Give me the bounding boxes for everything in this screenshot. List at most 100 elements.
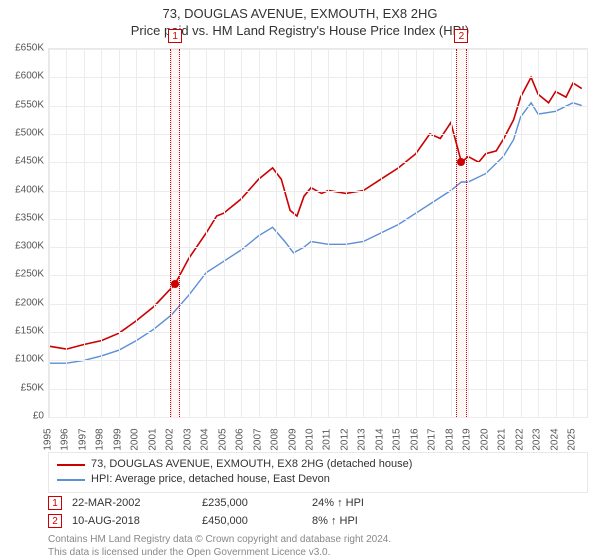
x-axis-tick: 1997 — [77, 428, 88, 450]
gridline-v — [154, 49, 155, 417]
gridline-h — [49, 191, 587, 192]
x-axis-tick: 2008 — [270, 428, 281, 450]
sale-marker-band — [456, 49, 466, 417]
footer-line1: Contains HM Land Registry data © Crown c… — [48, 534, 588, 547]
sale-row-price: £450,000 — [202, 515, 312, 527]
legend-swatch-hpi — [57, 479, 85, 481]
gridline-v — [433, 49, 434, 417]
x-axis-tick: 2015 — [392, 428, 403, 450]
legend-row-hpi: HPI: Average price, detached house, East… — [57, 472, 579, 487]
gridline-h — [49, 417, 587, 418]
footer-line2: This data is licensed under the Open Gov… — [48, 547, 588, 560]
legend-row-property: 73, DOUGLAS AVENUE, EXMOUTH, EX8 2HG (de… — [57, 457, 579, 472]
y-axis-tick: £650K — [15, 43, 44, 54]
gridline-v — [503, 49, 504, 417]
footer-attribution: Contains HM Land Registry data © Crown c… — [48, 534, 588, 559]
y-axis-tick: £600K — [15, 71, 44, 82]
legend-label-property: 73, DOUGLAS AVENUE, EXMOUTH, EX8 2HG (de… — [91, 457, 412, 472]
gridline-v — [294, 49, 295, 417]
x-axis-tick: 2009 — [287, 428, 298, 450]
gridline-v — [416, 49, 417, 417]
y-axis-tick: £400K — [15, 184, 44, 195]
gridline-v — [119, 49, 120, 417]
gridline-h — [49, 106, 587, 107]
x-axis-tick: 2022 — [514, 428, 525, 450]
x-axis-tick: 2019 — [462, 428, 473, 450]
gridline-v — [573, 49, 574, 417]
x-axis-tick: 2020 — [479, 428, 490, 450]
x-axis-tick: 1995 — [43, 428, 54, 450]
sale-marker-band — [170, 49, 180, 417]
sale-row-date: 10-AUG-2018 — [72, 515, 202, 527]
y-axis-tick: £450K — [15, 156, 44, 167]
legend-label-hpi: HPI: Average price, detached house, East… — [91, 472, 330, 487]
x-axis-tick: 1996 — [60, 428, 71, 450]
x-axis-tick: 1998 — [95, 428, 106, 450]
gridline-h — [49, 247, 587, 248]
y-axis-tick: £150K — [15, 326, 44, 337]
x-axis-tick: 1999 — [112, 428, 123, 450]
x-axis-tick: 2003 — [182, 428, 193, 450]
x-axis-tick: 2017 — [427, 428, 438, 450]
x-axis-tick: 2013 — [357, 428, 368, 450]
x-axis-tick: 2007 — [252, 428, 263, 450]
sale-row-hpi-delta: 8% ↑ HPI — [312, 515, 432, 527]
gridline-v — [224, 49, 225, 417]
sales-table: 122-MAR-2002£235,00024% ↑ HPI 2 10-AUG-201… — [48, 494, 588, 530]
sale-marker-number: 1 — [168, 29, 182, 43]
y-axis-tick: £300K — [15, 241, 44, 252]
chart-title-address: 73, DOUGLAS AVENUE, EXMOUTH, EX8 2HG — [0, 6, 600, 23]
sale-row-price: £235,000 — [202, 497, 312, 509]
x-axis-tick: 2023 — [532, 428, 543, 450]
gridline-v — [521, 49, 522, 417]
y-axis-tick: £50K — [21, 382, 44, 393]
gridline-v — [363, 49, 364, 417]
x-axis-tick: 2025 — [567, 428, 578, 450]
gridline-v — [276, 49, 277, 417]
gridline-h — [49, 332, 587, 333]
y-axis-tick: £250K — [15, 269, 44, 280]
gridline-h — [49, 134, 587, 135]
price-chart: 73, DOUGLAS AVENUE, EXMOUTH, EX8 2HG Pri… — [0, 0, 600, 560]
x-axis-tick: 2011 — [322, 429, 333, 451]
sale-row-number: 2 — [48, 514, 62, 528]
x-axis-tick: 2016 — [409, 428, 420, 450]
gridline-h — [49, 49, 587, 50]
x-axis-tick: 2024 — [549, 428, 560, 450]
x-axis-tick: 2002 — [165, 428, 176, 450]
gridline-h — [49, 304, 587, 305]
legend-swatch-property — [57, 464, 85, 466]
sale-row-hpi-delta: 24% ↑ HPI — [312, 497, 432, 509]
gridline-v — [451, 49, 452, 417]
gridline-h — [49, 360, 587, 361]
y-axis-tick: £200K — [15, 297, 44, 308]
x-axis-tick: 2005 — [217, 428, 228, 450]
sale-dot — [457, 158, 465, 166]
legend: 73, DOUGLAS AVENUE, EXMOUTH, EX8 2HG (de… — [48, 452, 588, 493]
line-series-svg — [49, 49, 587, 417]
gridline-v — [241, 49, 242, 417]
y-axis-tick: £100K — [15, 354, 44, 365]
gridline-h — [49, 389, 587, 390]
gridline-v — [381, 49, 382, 417]
gridline-v — [346, 49, 347, 417]
gridline-v — [328, 49, 329, 417]
gridline-v — [206, 49, 207, 417]
y-axis-tick: £350K — [15, 212, 44, 223]
x-axis-tick: 2000 — [130, 428, 141, 450]
gridline-v — [49, 49, 50, 417]
gridline-v — [84, 49, 85, 417]
gridline-v — [468, 49, 469, 417]
x-axis-tick: 2006 — [235, 428, 246, 450]
sale-row-number: 1 — [48, 496, 62, 510]
sale-marker-number: 2 — [454, 29, 468, 43]
gridline-v — [136, 49, 137, 417]
sale-row: 122-MAR-2002£235,00024% ↑ HPI — [48, 494, 588, 512]
gridline-v — [189, 49, 190, 417]
gridline-v — [101, 49, 102, 417]
y-axis-tick: £500K — [15, 127, 44, 138]
x-axis-tick: 2004 — [200, 428, 211, 450]
gridline-v — [556, 49, 557, 417]
gridline-v — [398, 49, 399, 417]
gridline-h — [49, 275, 587, 276]
